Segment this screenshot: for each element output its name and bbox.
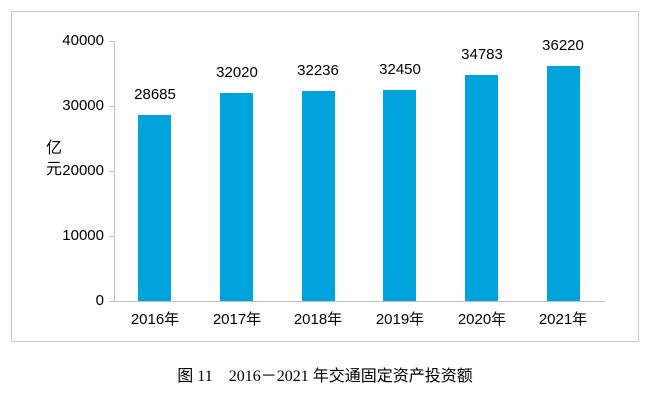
- bar-2017年: [220, 93, 253, 301]
- bar-2018年: [302, 91, 335, 301]
- y-tick-label: 10000: [62, 227, 104, 244]
- bar-2020年: [465, 75, 498, 301]
- y-tick-mark: [109, 236, 114, 237]
- y-tick-mark: [109, 171, 114, 172]
- y-axis-title: 亿元: [45, 140, 62, 178]
- x-tick-label: 2020年: [457, 311, 507, 328]
- x-tick-label: 2021年: [538, 311, 588, 328]
- bar-data-label: 34783: [461, 46, 503, 63]
- figure-caption: 图 11 2016－2021 年交通固定资产投资额: [177, 368, 473, 385]
- x-tick-label: 2017年: [212, 311, 262, 328]
- bar-2019年: [383, 90, 416, 301]
- y-tick-label: 40000: [62, 32, 104, 49]
- bar-data-label: 32450: [379, 61, 421, 78]
- y-tick-mark: [109, 41, 114, 42]
- bar-data-label: 32236: [297, 62, 339, 79]
- y-tick-mark: [109, 106, 114, 107]
- x-tick-label: 2016年: [130, 311, 180, 328]
- bar-data-label: 28685: [134, 86, 176, 103]
- x-tick-label: 2019年: [375, 311, 425, 328]
- bar-data-label: 32020: [216, 64, 258, 81]
- y-tick-label: 20000: [62, 162, 104, 179]
- plot-area: [114, 41, 605, 302]
- y-tick-label: 30000: [62, 97, 104, 114]
- x-tick-label: 2018年: [293, 311, 343, 328]
- bar-data-label: 36220: [542, 37, 584, 54]
- bar-2021年: [547, 66, 580, 301]
- y-tick-label: 0: [95, 292, 104, 309]
- bar-2016年: [138, 115, 171, 301]
- y-tick-mark: [109, 301, 114, 302]
- chart-frame: 亿元 0 10000 20000 30000 40000 28685 32020 32236…: [11, 11, 639, 342]
